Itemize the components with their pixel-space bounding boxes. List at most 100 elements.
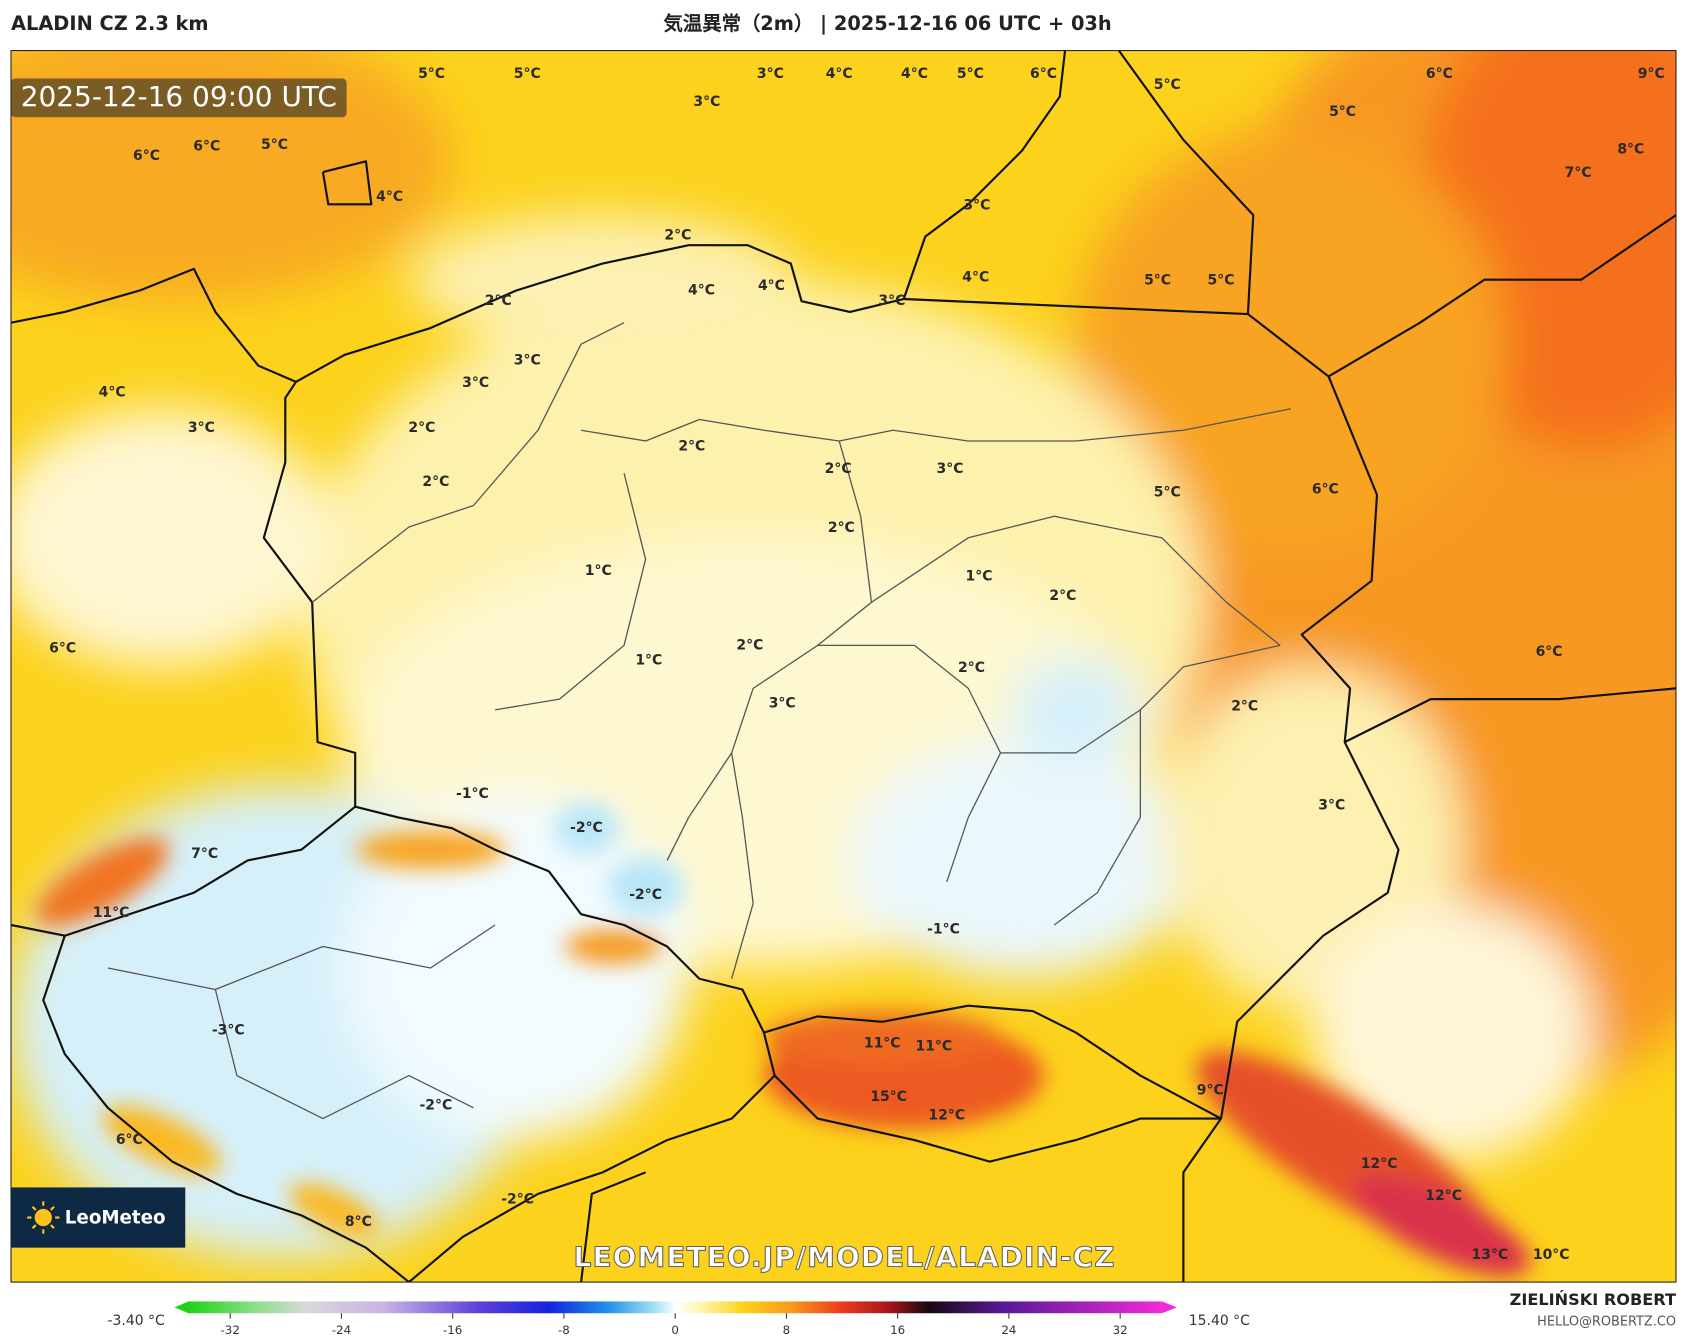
temperature-label: 2°C <box>736 637 763 653</box>
temperature-label: 5°C <box>1144 273 1171 289</box>
temperature-label: 7°C <box>191 846 218 862</box>
temperature-label: 10°C <box>1533 1247 1570 1263</box>
colorbar-max-arrow <box>1161 1301 1177 1314</box>
temperature-label: 3°C <box>188 420 215 436</box>
colorbar-tick-label: -8 <box>558 1323 570 1337</box>
field-max: 15.40 °C <box>1189 1313 1250 1329</box>
temperature-label: 7°C <box>1565 165 1592 181</box>
temperature-label: 3°C <box>757 66 784 82</box>
temperature-label: 5°C <box>261 137 288 153</box>
temperature-label: 2°C <box>1231 699 1258 715</box>
temperature-label: 6°C <box>133 148 160 164</box>
temperature-label: 3°C <box>769 695 796 711</box>
temperature-label: -2°C <box>570 820 603 836</box>
temperature-label: 3°C <box>963 197 990 213</box>
colorbar-gradient <box>188 1301 1162 1314</box>
temperature-label: 3°C <box>693 94 720 110</box>
colorbar-tick-label: -32 <box>221 1323 240 1337</box>
regions <box>107 322 1292 1120</box>
temperature-label: 5°C <box>1154 77 1181 93</box>
temperature-label: -2°C <box>419 1098 452 1114</box>
temperature-label: 3°C <box>462 375 489 391</box>
temperature-label: 9°C <box>1197 1083 1224 1099</box>
field-min: -3.40 °C <box>107 1313 164 1329</box>
temperature-label: 3°C <box>514 352 541 368</box>
author-email: HELLO@ROBERTZ.CO <box>1537 1314 1676 1329</box>
temperature-label: 1°C <box>635 652 662 668</box>
colorbar-tick-label: 32 <box>1113 1323 1128 1337</box>
colorbar-tick-label: -24 <box>332 1323 351 1337</box>
temperature-label: 1°C <box>585 563 612 579</box>
temperature-label: 8°C <box>345 1214 372 1230</box>
temperature-label: 6°C <box>49 641 76 657</box>
temperature-label: 2°C <box>678 438 705 454</box>
temperature-label: 6°C <box>1426 66 1453 82</box>
logo-icon <box>27 1201 60 1234</box>
temperature-label: 6°C <box>1312 481 1339 497</box>
model-name: ALADIN CZ 2.3 km <box>11 12 209 35</box>
temperature-label: 4°C <box>962 269 989 285</box>
time-box <box>11 78 347 118</box>
temperature-label: 2°C <box>828 520 855 536</box>
temperature-label: 13°C <box>1472 1247 1509 1263</box>
temperature-label: 5°C <box>1154 485 1181 501</box>
colorbar: -32 -24 -16 -8 0 8 16 24 32 <box>174 1301 1177 1337</box>
temperature-label: 11°C <box>916 1039 953 1055</box>
temperature-label: 5°C <box>1329 104 1356 120</box>
map-frame <box>10 50 1677 1283</box>
temperature-label: -1°C <box>927 921 960 937</box>
author-name: ZIELIŃSKI ROBERT <box>1510 1290 1676 1309</box>
temperature-label: -2°C <box>629 887 662 903</box>
temperature-label: 4°C <box>688 282 715 298</box>
temperature-label: 12°C <box>1425 1188 1462 1204</box>
temperature-labels: 5°C 5°C 3°C 4°C 4°C 5°C 6°C 5°C 6°C 9°C 6°C 6°C 5°C 4… <box>49 66 1665 1263</box>
temperature-label: 12°C <box>1361 1156 1398 1172</box>
temperature-label: 4°C <box>99 385 126 401</box>
colorbar-tick-label: -16 <box>443 1323 462 1337</box>
colorbar-tick-label: 16 <box>890 1323 905 1337</box>
temperature-label: 6°C <box>193 138 220 154</box>
colorbar-tick-label: 24 <box>1001 1323 1016 1337</box>
colorbar-tick-label: 0 <box>671 1323 679 1337</box>
map-field <box>11 50 1676 1283</box>
temperature-label: 11°C <box>93 905 130 921</box>
temperature-label: 6°C <box>1030 66 1057 82</box>
colorbar-tick-label: 8 <box>783 1323 791 1337</box>
temperature-label: 3°C <box>878 293 905 309</box>
temperature-label: 3°C <box>936 461 963 477</box>
temperature-label: 2°C <box>422 474 449 490</box>
temperature-label: 4°C <box>901 66 928 82</box>
temperature-label: -2°C <box>501 1191 534 1207</box>
temperature-label: 2°C <box>485 293 512 309</box>
temperature-label: 5°C <box>514 66 541 82</box>
temperature-label: 4°C <box>376 189 403 205</box>
map-title: 気温異常（2m） | 2025-12-16 06 UTC + 03h <box>664 12 1112 35</box>
temperature-label: 5°C <box>957 66 984 82</box>
borders <box>11 50 1676 1283</box>
temperature-label: 2°C <box>408 420 435 436</box>
temperature-label: 6°C <box>116 1132 143 1148</box>
temperature-label: 5°C <box>1208 273 1235 289</box>
temperature-label: 5°C <box>418 66 445 82</box>
temperature-label: 1°C <box>966 569 993 585</box>
temperature-label: 6°C <box>1536 644 1563 660</box>
temperature-label: 4°C <box>826 66 853 82</box>
colorbar-min-arrow <box>174 1301 189 1314</box>
temperature-label: 2°C <box>664 228 691 244</box>
temperature-label: 2°C <box>1049 588 1076 604</box>
temperature-label: 4°C <box>758 278 785 294</box>
temperature-label: 15°C <box>870 1089 907 1105</box>
temperature-label: 3°C <box>1318 798 1345 814</box>
temperature-label: 9°C <box>1638 66 1665 82</box>
temperature-label: 8°C <box>1617 142 1644 158</box>
temperature-label: 2°C <box>958 660 985 676</box>
valid-time: 2025-12-16 09:00 UTC <box>21 80 337 113</box>
logo-text: LeoMeteo <box>65 1208 166 1229</box>
temperature-label: -3°C <box>212 1022 245 1038</box>
temperature-label: 11°C <box>864 1035 901 1051</box>
watermark: LEOMETEO.JP/MODEL/ALADIN-CZ <box>574 1240 1116 1273</box>
temperature-label: 2°C <box>825 461 852 477</box>
temperature-label: -1°C <box>456 786 489 802</box>
